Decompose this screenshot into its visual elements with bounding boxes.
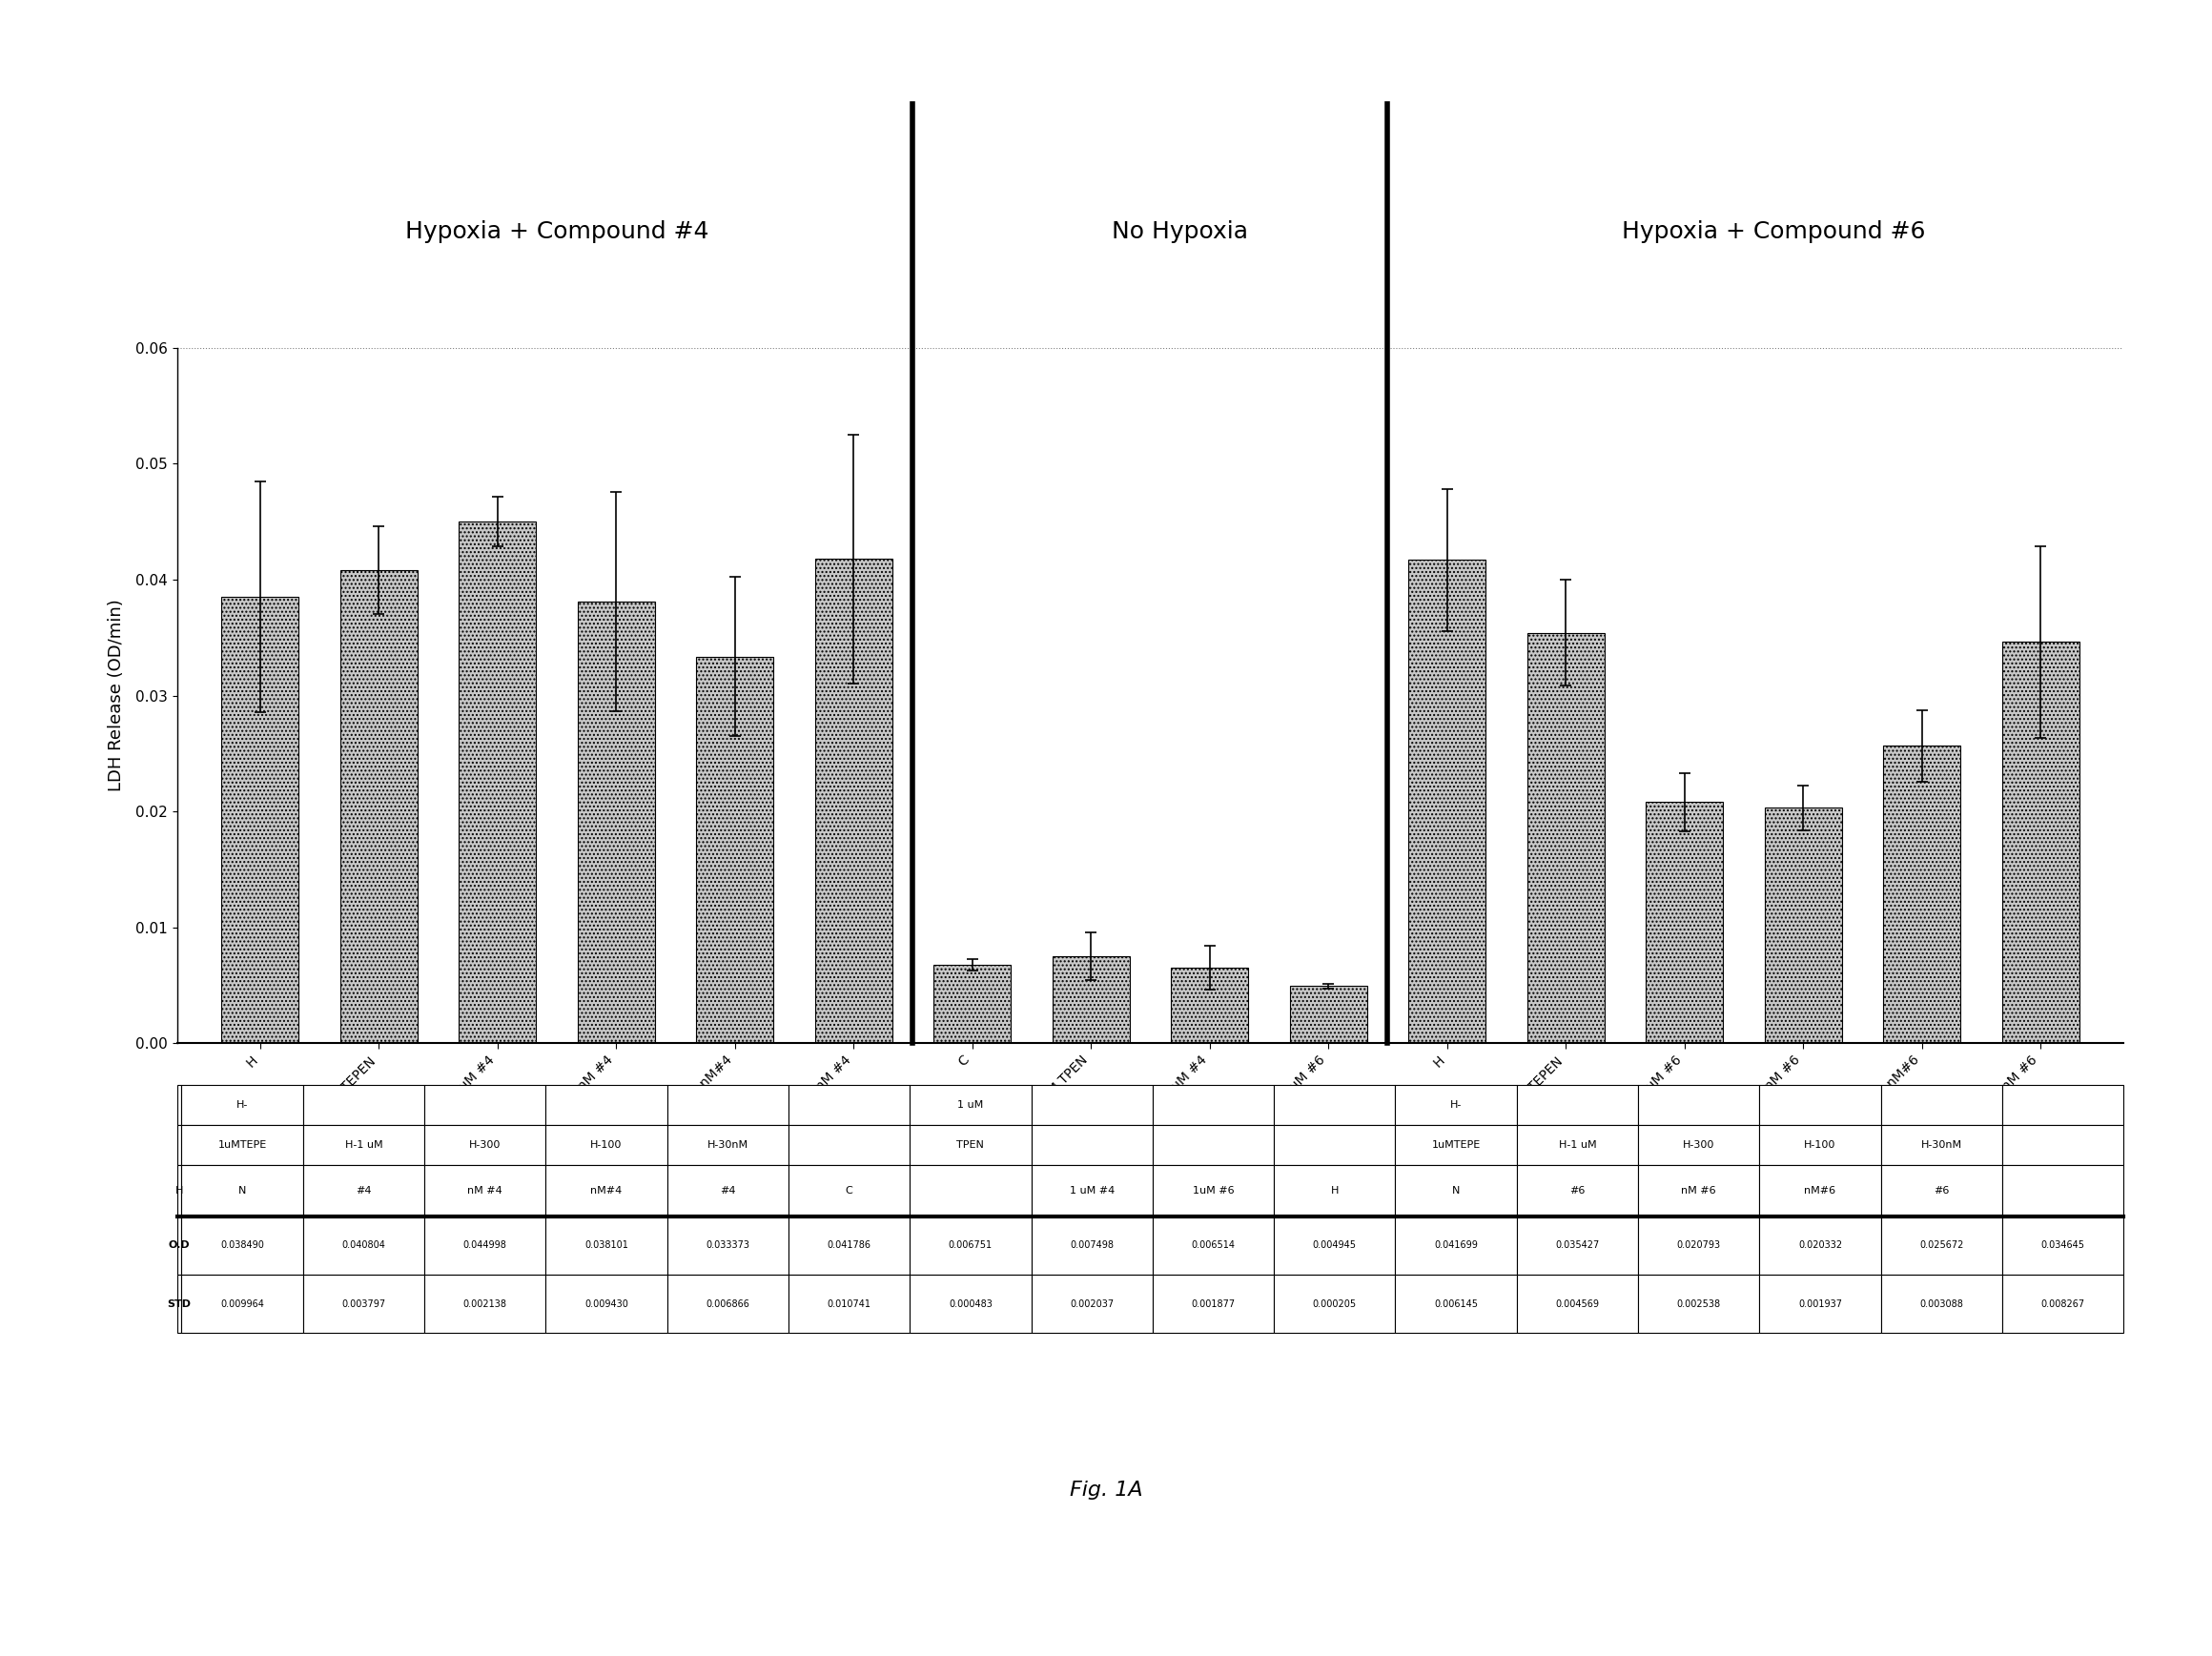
Text: 0.002138: 0.002138 [462, 1298, 507, 1308]
Text: nM#6: nM#6 [1805, 1186, 1836, 1196]
Text: H: H [1332, 1186, 1338, 1196]
Text: 0.001937: 0.001937 [1798, 1298, 1843, 1308]
Text: 0.001877: 0.001877 [1192, 1298, 1234, 1308]
Text: nM#4: nM#4 [591, 1186, 622, 1196]
Text: C: C [845, 1186, 854, 1196]
Text: nM #4: nM #4 [467, 1186, 502, 1196]
Bar [1526, 633, 1604, 1043]
Text: 0.009430: 0.009430 [584, 1298, 628, 1308]
Bar [577, 601, 655, 1043]
Text: Hypoxia + Compound #6: Hypoxia + Compound #6 [1621, 220, 1924, 243]
Text: O.D: O.D [168, 1240, 190, 1250]
Bar [933, 965, 1011, 1043]
Text: Fig. 1A: Fig. 1A [1068, 1480, 1144, 1500]
Y-axis label: LDH Release (OD/min): LDH Release (OD/min) [108, 599, 124, 792]
Text: 0.004945: 0.004945 [1312, 1240, 1356, 1250]
Text: H: H [175, 1186, 184, 1196]
Text: 0.035427: 0.035427 [1555, 1240, 1599, 1250]
Text: 0.041699: 0.041699 [1433, 1240, 1478, 1250]
Text: 0.033373: 0.033373 [706, 1240, 750, 1250]
Text: 0.002538: 0.002538 [1677, 1298, 1721, 1308]
Bar [697, 656, 774, 1043]
Text: 0.034645: 0.034645 [2042, 1240, 2084, 1250]
Text: 0.020332: 0.020332 [1798, 1240, 1843, 1250]
Bar [221, 598, 299, 1043]
Text: 0.025672: 0.025672 [1920, 1240, 1964, 1250]
Text: STD: STD [168, 1298, 190, 1308]
Text: H-300: H-300 [1683, 1141, 1714, 1149]
Text: N: N [239, 1186, 246, 1196]
Text: 0.008267: 0.008267 [2042, 1298, 2086, 1308]
Text: H-: H- [1451, 1100, 1462, 1110]
Text: 1uM #6: 1uM #6 [1192, 1186, 1234, 1196]
Text: #6: #6 [1933, 1186, 1949, 1196]
Bar [341, 570, 418, 1043]
Text: 1 uM #4: 1 uM #4 [1068, 1186, 1115, 1196]
Text: 0.006145: 0.006145 [1433, 1298, 1478, 1308]
Text: 0.038490: 0.038490 [221, 1240, 263, 1250]
Text: H-30nM: H-30nM [1920, 1141, 1962, 1149]
Text: #4: #4 [356, 1186, 372, 1196]
Text: 0.004569: 0.004569 [1555, 1298, 1599, 1308]
Text: H-100: H-100 [1805, 1141, 1836, 1149]
Bar [1409, 560, 1486, 1043]
Bar [1290, 985, 1367, 1043]
Text: 0.003088: 0.003088 [1920, 1298, 1964, 1308]
Text: 0.002037: 0.002037 [1071, 1298, 1115, 1308]
Bar [2002, 641, 2079, 1043]
Text: 0.003797: 0.003797 [341, 1298, 385, 1308]
Text: #4: #4 [719, 1186, 737, 1196]
Bar [458, 522, 535, 1043]
Text: H-30nM: H-30nM [708, 1141, 748, 1149]
Text: H-300: H-300 [469, 1141, 500, 1149]
Text: 1uMTEPE: 1uMTEPE [1431, 1141, 1480, 1149]
Text: 0.009964: 0.009964 [221, 1298, 263, 1308]
Bar [1765, 808, 1843, 1043]
Text: nM #6: nM #6 [1681, 1186, 1717, 1196]
Text: #6: #6 [1571, 1186, 1586, 1196]
Text: 0.040804: 0.040804 [343, 1240, 385, 1250]
Text: 0.000483: 0.000483 [949, 1298, 993, 1308]
Text: 1uMTEPE: 1uMTEPE [217, 1141, 268, 1149]
Text: H-1 uM: H-1 uM [345, 1141, 383, 1149]
Text: 0.006751: 0.006751 [949, 1240, 993, 1250]
Bar [1053, 957, 1130, 1043]
Text: 0.006866: 0.006866 [706, 1298, 750, 1308]
Text: H-1 uM: H-1 uM [1559, 1141, 1597, 1149]
Text: 0.020793: 0.020793 [1677, 1240, 1721, 1250]
Bar [814, 558, 891, 1043]
Text: No Hypoxia: No Hypoxia [1113, 220, 1248, 243]
Text: Hypoxia + Compound #4: Hypoxia + Compound #4 [405, 220, 708, 243]
Text: 0.000205: 0.000205 [1312, 1298, 1356, 1308]
Text: H-100: H-100 [591, 1141, 622, 1149]
Text: TPEN: TPEN [958, 1141, 984, 1149]
Text: 0.041786: 0.041786 [827, 1240, 872, 1250]
Bar [1882, 745, 1960, 1043]
Text: 0.006514: 0.006514 [1192, 1240, 1234, 1250]
Bar [1170, 967, 1248, 1043]
Text: N: N [1451, 1186, 1460, 1196]
Text: 0.007498: 0.007498 [1071, 1240, 1115, 1250]
Text: 0.010741: 0.010741 [827, 1298, 872, 1308]
Text: 0.038101: 0.038101 [584, 1240, 628, 1250]
Text: 1 uM: 1 uM [958, 1100, 984, 1110]
Text: H-: H- [237, 1100, 248, 1110]
Bar [1646, 802, 1723, 1043]
Text: 0.044998: 0.044998 [462, 1240, 507, 1250]
